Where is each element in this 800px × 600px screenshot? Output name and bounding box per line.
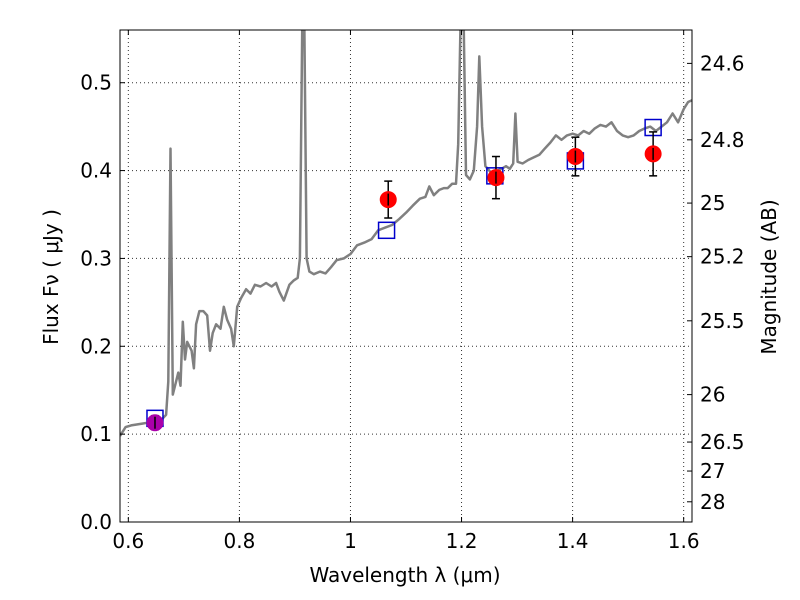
right-tick-label: 27 (700, 459, 725, 483)
y-tick-label: 0.1 (80, 422, 112, 446)
model-photometry-square (377, 221, 396, 240)
spectrum-line (120, 30, 692, 437)
spectrum-line-group (120, 30, 692, 437)
right-tick-label: 26.5 (700, 430, 745, 454)
x-tick-label: 1.2 (446, 529, 478, 553)
y-axis-label-left: Flux Fν ( μJy ) (39, 209, 63, 345)
y-tick-label: 0.5 (80, 71, 112, 95)
grid-lines (120, 30, 692, 522)
y-tick-label: 0.2 (80, 334, 112, 358)
right-tick-label: 24.8 (700, 128, 745, 152)
x-tick-label: 1.6 (668, 529, 700, 553)
x-axis-label: Wavelength λ (μm) (309, 563, 500, 587)
y-tick-label: 0.3 (80, 246, 112, 270)
x-tick-label: 1.4 (557, 529, 589, 553)
y-tick-label: 0.0 (80, 510, 112, 534)
photometry-markers-group (146, 118, 662, 432)
right-tick-label: 24.6 (700, 51, 745, 75)
x-tick-label: 0.8 (223, 529, 255, 553)
right-tick-label: 26 (700, 383, 725, 407)
axis-ticks: 0.6 0.8 1 1.2 1.4 1.6 0.0 0.1 0.2 0.3 0.4 0.5 24.6 24… (80, 30, 745, 553)
y-axis-label-right: Magnitude (AB) (757, 199, 781, 354)
right-tick-label: 25 (700, 191, 725, 215)
right-tick-label: 25.2 (700, 245, 745, 269)
right-tick-label: 25.5 (700, 309, 745, 333)
right-tick-label: 28 (700, 490, 725, 514)
plot-frame (119, 29, 693, 523)
x-tick-label: 1 (344, 529, 357, 553)
x-tick-label: 0.6 (112, 529, 144, 553)
y-tick-label: 0.4 (80, 159, 112, 183)
